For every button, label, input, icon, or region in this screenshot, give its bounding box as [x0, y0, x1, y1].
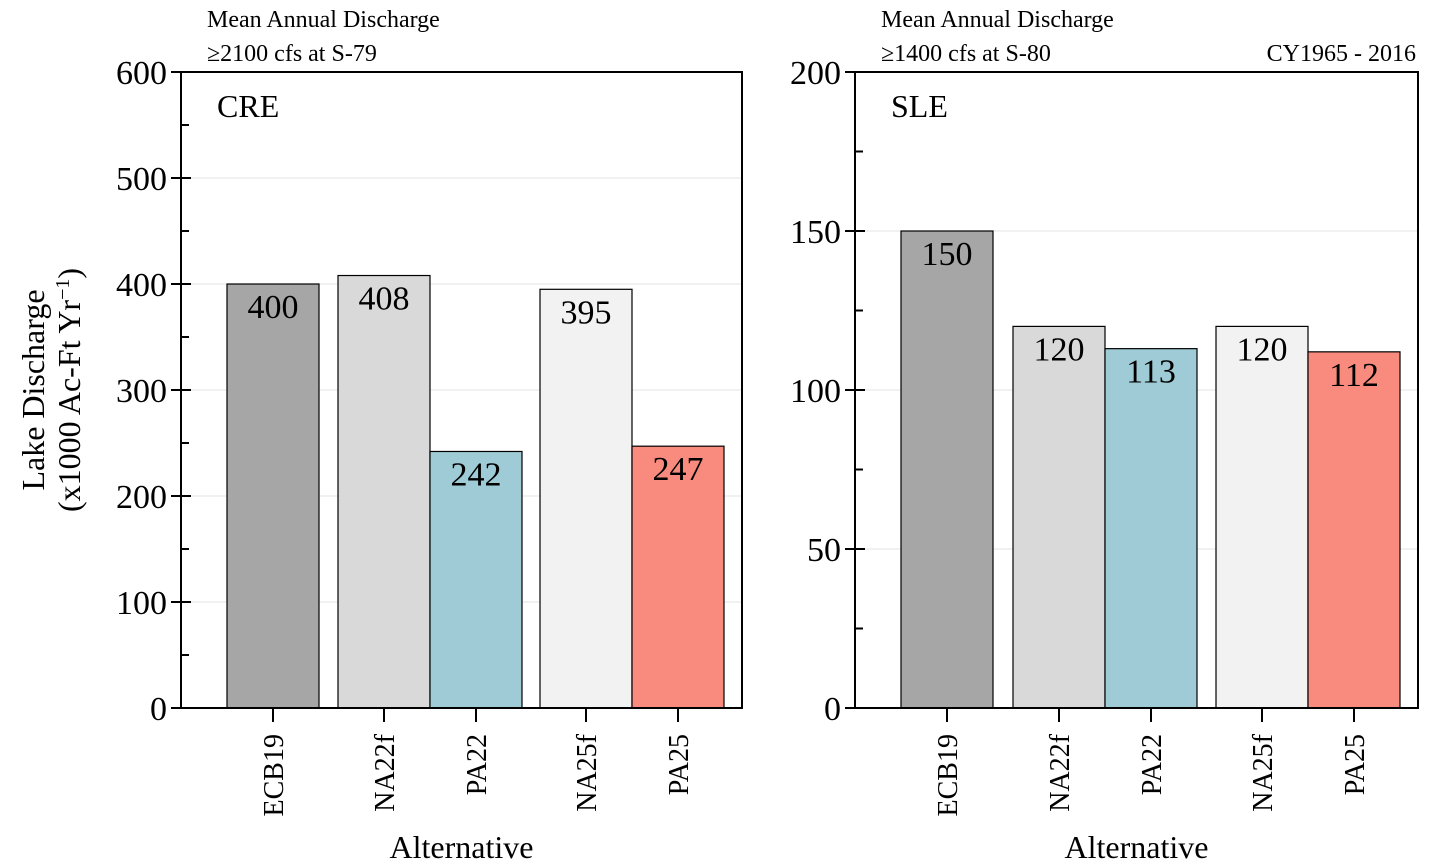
x-tick-label: PA22 — [462, 734, 493, 795]
x-tick-label: NA25f — [572, 733, 603, 811]
y-tick-label: 50 — [807, 532, 841, 569]
y-axis-label-line2: (x1000 Ac-Ft Yr−1) — [51, 268, 87, 512]
bar-pa25 — [1307, 351, 1401, 709]
bar-na25f — [1215, 325, 1309, 709]
y-tick-label: 300 — [116, 373, 167, 410]
bar-ecb19 — [226, 283, 320, 709]
y-tick-label: 0 — [150, 691, 167, 728]
bar-value-label: 400 — [248, 289, 299, 326]
y-tick-label: 400 — [116, 267, 167, 304]
period-label: CY1965 - 2016 — [1267, 41, 1416, 67]
bar-value-label: 247 — [653, 451, 704, 488]
chart-subtitle: ≥2100 cfs at S-79 — [207, 41, 377, 67]
y-tick-label: 0 — [824, 691, 841, 728]
bar-pa22 — [1104, 348, 1198, 709]
panel-label: SLE — [891, 88, 948, 124]
bar-value-label: 150 — [922, 236, 973, 273]
y-axis-label-line1: Lake Discharge — [15, 289, 51, 490]
bar-ecb19 — [900, 230, 994, 709]
bar-pa22 — [429, 450, 523, 709]
bar-value-label: 242 — [451, 456, 502, 493]
bar-na25f — [539, 288, 633, 709]
bar-na22f — [1012, 325, 1106, 709]
x-tick-label: NA25f — [1248, 733, 1279, 811]
y-tick-label: 500 — [116, 161, 167, 198]
x-tick-label: ECB19 — [259, 734, 290, 816]
x-axis-label: Alternative — [1065, 829, 1209, 864]
y-tick-label: 600 — [116, 55, 167, 92]
bar-value-label: 395 — [561, 294, 612, 331]
y-tick-label: 200 — [790, 55, 841, 92]
bar-value-label: 112 — [1329, 357, 1379, 394]
bar-value-label: 408 — [359, 281, 410, 318]
y-tick-label: 100 — [790, 373, 841, 410]
y-tick-label: 100 — [116, 585, 167, 622]
chart-subtitle: ≥1400 cfs at S-80 — [881, 41, 1051, 67]
chart-title: Mean Annual Discharge — [207, 7, 440, 33]
x-tick-label: ECB19 — [933, 734, 964, 816]
y-tick-label: 200 — [116, 479, 167, 516]
chart-title: Mean Annual Discharge — [881, 7, 1114, 33]
panel-cre: 400 408 242 395 247 0 100 200 300 400 500 600 ECB19 N… — [116, 7, 743, 864]
bar-value-label: 120 — [1237, 331, 1288, 368]
bar-na22f — [337, 274, 431, 709]
panel-sle: 150 120 113 120 112 0 50 100 150 200 ECB19 NA22f PA2… — [790, 7, 1419, 864]
y-tick-label: 150 — [790, 214, 841, 251]
x-tick-label: PA22 — [1137, 734, 1168, 795]
x-tick-label: PA25 — [1340, 734, 1371, 795]
x-tick-label: NA22f — [370, 733, 401, 811]
bar-value-label: 120 — [1034, 331, 1085, 368]
bar-value-label: 113 — [1126, 354, 1176, 391]
x-axis-label: Alternative — [390, 829, 534, 864]
panel-label: CRE — [217, 88, 279, 124]
x-tick-label: PA25 — [664, 734, 695, 795]
x-tick-label: NA22f — [1045, 733, 1076, 811]
